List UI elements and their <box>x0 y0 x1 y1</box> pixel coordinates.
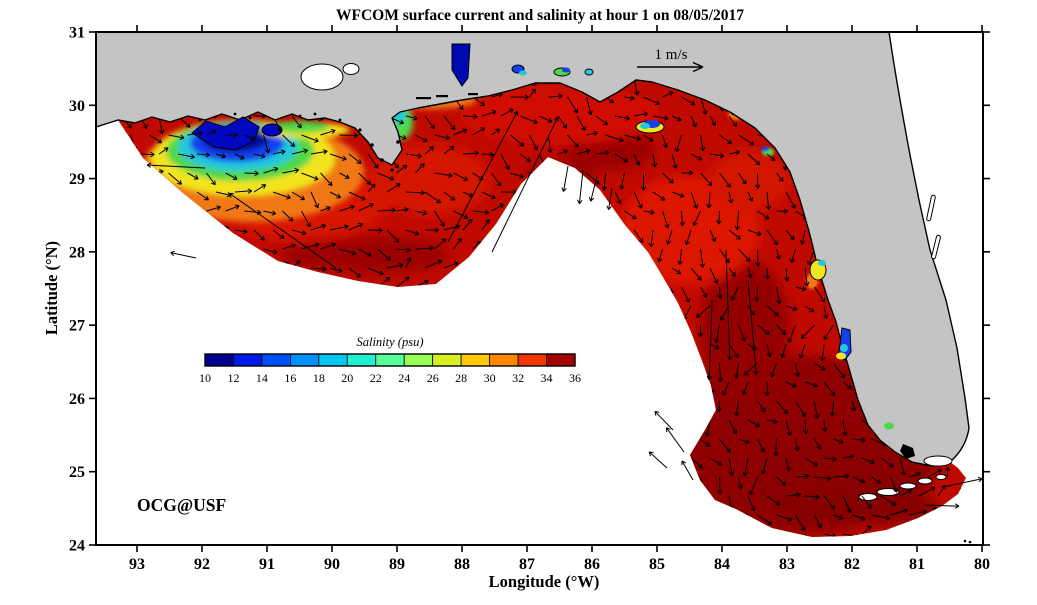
colorbar-cells <box>204 353 576 367</box>
x-tick-label: 88 <box>454 556 470 573</box>
colorbar-tick-label: 32 <box>512 371 524 385</box>
x-tick-label: 92 <box>194 556 210 573</box>
y-axis-ticks: 31 30 29 28 27 26 25 24 <box>69 25 990 555</box>
watermark: OCG@USF <box>137 495 226 515</box>
lake-pontchartrain <box>300 63 344 91</box>
charlotte-harbor <box>837 327 852 361</box>
y-tick-label: 25 <box>69 464 85 481</box>
colorbar-title: Salinity (psu) <box>356 335 423 349</box>
x-tick-label: 87 <box>519 556 535 573</box>
x-tick-label: 90 <box>324 556 340 573</box>
colorbar-cell <box>546 353 576 367</box>
scale-arrow <box>637 61 704 73</box>
colorbar-cell <box>261 353 291 367</box>
colorbar-cell <box>517 353 547 367</box>
plot-frame <box>95 31 984 546</box>
colorbar-tick-label: 26 <box>427 371 439 385</box>
boundary-arrows <box>146 110 983 509</box>
colorbar-cell <box>489 353 519 367</box>
land-mass <box>96 32 970 467</box>
x-tick-label: 89 <box>389 556 405 573</box>
x-axis-label: Longitude (°W) <box>489 572 600 591</box>
y-tick-label: 24 <box>69 538 85 555</box>
colorbar-tick-label: 24 <box>398 371 410 385</box>
colorbar-tick-label: 28 <box>455 371 467 385</box>
colorbar-cell <box>375 353 405 367</box>
colorbar-cell <box>403 353 434 367</box>
marsh-specks <box>198 93 972 544</box>
scale-arrow-label: 1 m/s <box>655 47 688 63</box>
y-tick-label: 26 <box>69 391 85 408</box>
plot-title: WFCOM surface current and salinity at ho… <box>336 7 744 24</box>
colorbar-tick-label: 34 <box>541 371 553 385</box>
x-tick-label: 84 <box>714 556 730 573</box>
outlier-arrows-path <box>146 110 983 509</box>
colorbar-cell <box>204 353 234 367</box>
coastal-bays <box>191 43 894 430</box>
colorbar-cell <box>318 353 348 367</box>
plot-area <box>96 32 983 545</box>
y-axis-label: Latitude (°N) <box>42 241 61 335</box>
x-tick-label: 93 <box>129 556 145 573</box>
x-tick-label: 91 <box>259 556 275 573</box>
colorbar-tick-label: 36 <box>569 371 581 385</box>
y-tick-label: 31 <box>69 25 85 42</box>
x-tick-label: 81 <box>909 556 925 573</box>
x-tick-label: 85 <box>649 556 665 573</box>
y-tick-label: 30 <box>69 98 85 115</box>
colorbar: Salinity (psu) 10 12 14 16 18 20 22 24 26 28 30 32 3… <box>199 335 581 385</box>
colorbar-tick-label: 16 <box>284 371 296 385</box>
x-tick-label: 82 <box>844 556 860 573</box>
x-tick-label: 83 <box>779 556 795 573</box>
colorbar-tick-label: 10 <box>199 371 211 385</box>
colorbar-tick-label: 12 <box>227 371 239 385</box>
colorbar-tick-labels: 10 12 14 16 18 20 22 24 26 28 30 32 34 36 <box>199 371 581 385</box>
colorbar-tick-label: 14 <box>256 371 268 385</box>
colorbar-cell <box>233 353 263 367</box>
y-tick-label: 28 <box>69 244 85 261</box>
colorbar-tick-label: 30 <box>484 371 496 385</box>
x-tick-label: 80 <box>974 556 990 573</box>
barataria-terrebonne-bays <box>191 116 260 151</box>
colorbar-tick-label: 20 <box>341 371 353 385</box>
x-axis-ticks: 93 92 91 90 89 88 87 86 85 84 83 82 81 80 <box>129 25 990 573</box>
east-coast-lagoon <box>926 194 936 222</box>
colorbar-cell <box>432 353 462 367</box>
colorbar-cell <box>289 353 320 367</box>
mobile-bay <box>451 43 471 87</box>
colorbar-cell <box>460 353 491 367</box>
colorbar-tick-label: 18 <box>313 371 325 385</box>
x-tick-label: 86 <box>584 556 600 573</box>
colorbar-cell <box>346 353 377 367</box>
y-tick-label: 29 <box>69 171 85 188</box>
y-tick-label: 27 <box>69 318 85 335</box>
colorbar-tick-label: 22 <box>370 371 382 385</box>
